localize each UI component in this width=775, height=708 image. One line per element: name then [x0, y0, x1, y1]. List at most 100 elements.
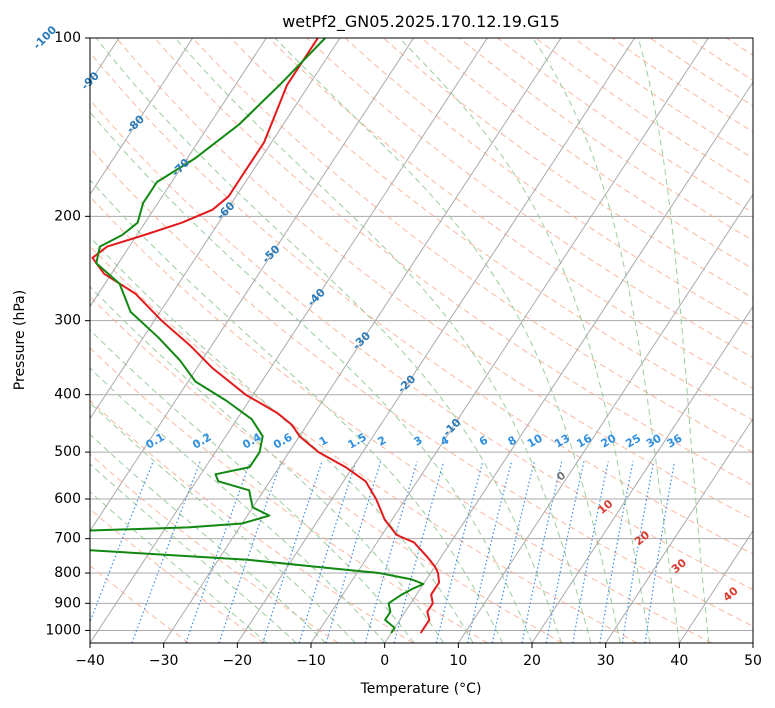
y-axis-ticks: 100 200 300 400 500 600 700 800 900 1000 — [45, 30, 90, 638]
isotherm-label: -60 — [214, 199, 237, 222]
y-tick-label: 500 — [54, 444, 81, 460]
dry-adiabat — [611, 38, 753, 133]
chart-title: wetPf2_GN05.2025.170.12.19.G15 — [282, 12, 560, 32]
mixing-ratio-line — [545, 461, 585, 643]
x-axis-ticks: −40 −30 −20 −10 0 10 20 30 40 50 — [75, 643, 762, 669]
mixing-ratio-line — [298, 461, 357, 643]
mixing-ratio-label: 0.2 — [190, 431, 213, 452]
x-tick-label: −10 — [296, 653, 326, 669]
mixing-ratio-label: 25 — [623, 432, 643, 451]
moist-adiabat — [90, 236, 474, 643]
dry-adiabat — [459, 38, 753, 242]
mixing-ratio-label: 16 — [574, 431, 594, 450]
mixing-ratio-line — [466, 461, 513, 643]
y-tick-label: 100 — [54, 30, 81, 46]
mixing-ratio-line — [572, 461, 609, 643]
y-tick-label: 700 — [54, 531, 81, 547]
y-axis-label: Pressure (hPa) — [12, 290, 28, 390]
dry-adiabat — [726, 38, 753, 56]
dry-adiabat — [90, 245, 638, 643]
x-tick-label: −30 — [149, 653, 179, 669]
dry-adiabat — [535, 38, 753, 186]
plot-frame — [89, 37, 754, 644]
y-tick-label: 900 — [54, 595, 81, 611]
mixing-ratio-label: 20 — [599, 431, 619, 450]
dry-adiabat — [230, 38, 753, 421]
line-labels: -100-90-80-70-60-50-40-30-20-100.1 0.2 0.4… — [31, 23, 741, 604]
y-tick-label: 400 — [54, 387, 81, 403]
dry-adiabat — [90, 51, 753, 555]
moist-adiabat — [398, 38, 651, 643]
isotherm-label: -70 — [169, 156, 192, 179]
dry-adiabat — [573, 38, 753, 159]
mixing-ratio-label: 2 — [375, 434, 388, 449]
isotherm-label: -40 — [305, 286, 328, 309]
dry-adiabat — [90, 147, 753, 627]
mixing-ratio-line — [364, 461, 418, 643]
isotherm-line — [90, 38, 267, 308]
isotherm-label: -80 — [124, 112, 147, 135]
dry-adiabat — [421, 38, 753, 270]
y-tick-label: 800 — [54, 565, 81, 581]
y-tick-label: 600 — [54, 491, 81, 507]
dry-adiabat — [649, 38, 753, 107]
x-tick-label: 0 — [380, 653, 389, 669]
mixing-ratio-line — [131, 461, 201, 643]
y-tick-label: 200 — [54, 208, 81, 224]
isotherm-line — [384, 81, 753, 643]
mixing-ratio-label: 13 — [552, 432, 572, 451]
isotherm-line — [605, 417, 753, 643]
moist-adiabat — [90, 367, 386, 643]
isotherm-label: -20 — [395, 372, 418, 395]
moist-adiabat — [90, 491, 268, 643]
dewpoint-line — [90, 38, 425, 634]
moist-adiabat — [90, 179, 503, 643]
x-tick-label: 40 — [670, 653, 688, 669]
x-tick-label: 30 — [597, 653, 615, 669]
moist-adiabat — [90, 402, 356, 643]
sounding-lines — [90, 38, 441, 634]
isotherm-line — [752, 642, 753, 643]
isotherm-line — [678, 529, 753, 643]
mixing-ratio-line — [185, 461, 251, 643]
isotherm-line — [90, 38, 194, 196]
y-tick-label: 1000 — [45, 622, 81, 638]
mixing-ratio-line — [521, 461, 563, 643]
dry-adiabat — [90, 347, 488, 643]
mixing-ratio-label: 0.1 — [143, 431, 166, 452]
x-tick-label: −40 — [75, 653, 105, 669]
dry-adiabat — [497, 38, 753, 214]
isotherm-line — [90, 38, 488, 643]
dry-adiabat — [90, 99, 753, 591]
mixing-ratio-label: 6 — [477, 433, 490, 448]
mixing-ratio-line — [393, 461, 445, 643]
mixing-ratio-line — [599, 461, 634, 643]
moist-adiabat — [90, 285, 445, 643]
moist-adiabat — [174, 38, 592, 643]
mixing-ratio-label: 3 — [412, 434, 425, 449]
dry-adiabat — [344, 38, 753, 329]
isotherm-label: -30 — [350, 329, 373, 352]
isotherm-label: -50 — [259, 242, 282, 265]
mixing-ratio-label: 10 — [525, 431, 545, 450]
temperature-line — [91, 38, 441, 634]
x-axis-label: Temperature (°C) — [360, 681, 482, 697]
moist-adiabat — [95, 38, 562, 643]
dry-adiabat — [192, 38, 753, 453]
moist-adiabat-label: 20 — [632, 528, 652, 548]
isotherm-line — [236, 38, 636, 643]
x-tick-label: 10 — [449, 653, 467, 669]
dry-adiabat — [268, 38, 753, 390]
mixing-ratio-line — [262, 461, 323, 643]
mixing-ratio-line — [621, 461, 655, 643]
y-tick-label: 300 — [54, 313, 81, 329]
moist-adiabat-label: 0 — [554, 469, 568, 484]
isotherm-line — [90, 38, 415, 532]
mixing-ratio-line — [491, 461, 535, 643]
x-tick-label: −20 — [223, 653, 253, 669]
moist-adiabat — [532, 38, 680, 643]
moist-adiabat — [274, 38, 621, 643]
dry-adiabat — [90, 399, 414, 643]
x-tick-label: 20 — [523, 653, 541, 669]
